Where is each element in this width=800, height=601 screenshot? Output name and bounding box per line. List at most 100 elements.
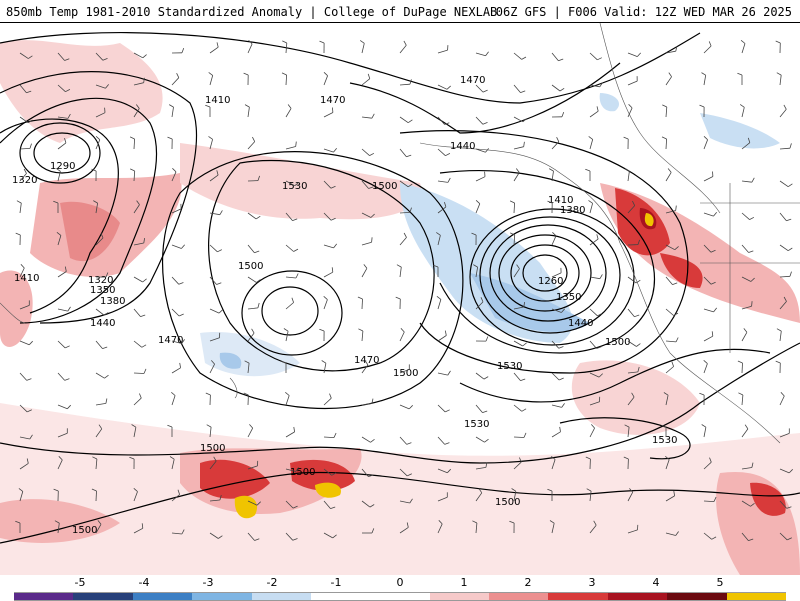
wind-barb — [248, 142, 255, 149]
colorbar-tick-label: -3 — [203, 576, 214, 589]
wind-barb — [210, 47, 218, 53]
wind-barb-flag — [741, 40, 745, 43]
wind-barb-flag — [637, 53, 640, 57]
wind-barb-flag — [332, 108, 333, 113]
wind-barb-flag — [371, 439, 375, 442]
wind-barb-flag — [484, 377, 488, 380]
wind-barb-flag — [510, 201, 514, 203]
wind-barb-flag — [676, 206, 677, 211]
wind-barb-flag — [516, 169, 519, 173]
wind-barb — [58, 341, 65, 348]
wind-barb-flag — [562, 112, 564, 117]
wind-barb — [324, 113, 333, 118]
wind-barb — [96, 403, 106, 405]
wind-barb — [742, 429, 748, 437]
contour-label: 1530 — [497, 361, 522, 372]
wind-barb — [476, 405, 483, 413]
wind-barb-flag — [668, 169, 671, 173]
wind-barb-flag — [396, 297, 401, 299]
wind-barb — [324, 300, 327, 309]
wind-barb — [552, 236, 556, 245]
wind-barb-flag — [777, 329, 781, 331]
wind-barb-flag — [168, 137, 173, 139]
wind-barb-flag — [476, 200, 480, 203]
wind-barb-flag — [597, 234, 598, 239]
wind-barb-flag — [784, 105, 786, 109]
wind-barb — [248, 308, 258, 309]
wind-barb-flag — [406, 155, 411, 157]
wind-barb — [286, 75, 287, 85]
wind-barb — [58, 272, 66, 278]
wind-barb-flag — [296, 142, 297, 147]
contour-label: 1530 — [652, 435, 677, 446]
wind-barb-flag — [483, 90, 488, 92]
wind-barb — [58, 309, 68, 311]
wind-barb-flag — [292, 298, 294, 303]
wind-barb-flag — [669, 73, 672, 77]
wind-barb-flag — [143, 55, 147, 58]
wind-barb-flag — [589, 200, 593, 203]
wind-barb — [172, 277, 179, 284]
wind-barb-flag — [524, 142, 525, 147]
wind-barb-flag — [585, 169, 590, 171]
wind-barb-flag — [334, 148, 337, 152]
wind-barb — [324, 245, 334, 248]
wind-barb-flag — [409, 405, 413, 409]
wind-barb — [58, 143, 66, 149]
wind-barb-flag — [524, 433, 526, 438]
wind-barb-flag — [245, 105, 249, 108]
wind-barb — [704, 364, 707, 373]
wind-barb-flag — [249, 424, 252, 428]
wind-barb-flag — [324, 72, 328, 75]
wind-barb-flag — [591, 424, 594, 428]
wind-barb-flag — [285, 392, 289, 395]
wind-barb-flag — [745, 425, 748, 429]
wind-barb — [438, 373, 448, 375]
wind-barb — [780, 181, 788, 187]
wind-barb — [704, 213, 714, 216]
wind-barb-flag — [258, 303, 259, 308]
contour-label: 1500 — [605, 337, 630, 348]
wind-barb-flag — [407, 443, 412, 445]
wind-barb — [552, 53, 558, 61]
contour-label: 1530 — [282, 181, 307, 192]
wind-barb-flag — [709, 41, 711, 46]
wind-barb — [438, 181, 448, 182]
wind-barb-flag — [738, 393, 743, 395]
contour-label: 1260 — [538, 276, 563, 287]
contour-label: 1470 — [460, 75, 485, 86]
wind-barb-flag — [523, 343, 527, 346]
wind-barb — [172, 245, 181, 249]
wind-barb-flag — [447, 86, 451, 89]
wind-barb-flag — [139, 394, 141, 399]
wind-barb — [742, 363, 743, 373]
wind-barb — [324, 76, 328, 85]
wind-barb-flag — [486, 52, 489, 56]
contour-label: 1410 — [205, 95, 230, 106]
wind-barb-flag — [740, 104, 744, 107]
wind-barb-flag — [360, 40, 364, 43]
colorbar-tick-label: -5 — [75, 576, 86, 589]
wind-barb-flag — [752, 178, 754, 182]
wind-barb — [248, 107, 249, 117]
wind-barb — [514, 117, 523, 122]
contour-label: 1500 — [72, 525, 97, 536]
wind-barb-flag — [600, 274, 603, 278]
wind-barb-flag — [744, 328, 747, 332]
wind-barb-flag — [445, 331, 446, 336]
wind-barb — [286, 245, 294, 252]
wind-barb — [704, 427, 706, 437]
wind-barb — [324, 398, 331, 405]
wind-barb-flag — [704, 136, 708, 139]
wind-barb-flag — [180, 363, 181, 368]
wind-barb-flag — [714, 308, 717, 312]
contour-label: 1470 — [354, 355, 379, 366]
wind-barb-flag — [364, 264, 367, 268]
wind-barb-flag — [332, 267, 333, 272]
colorbar-tick-label: 4 — [653, 576, 660, 589]
wind-barb — [704, 140, 708, 149]
wind-barb-flag — [16, 233, 21, 235]
wind-barb — [438, 405, 445, 412]
wind-barb — [666, 107, 667, 117]
wind-barb-flag — [96, 136, 100, 139]
